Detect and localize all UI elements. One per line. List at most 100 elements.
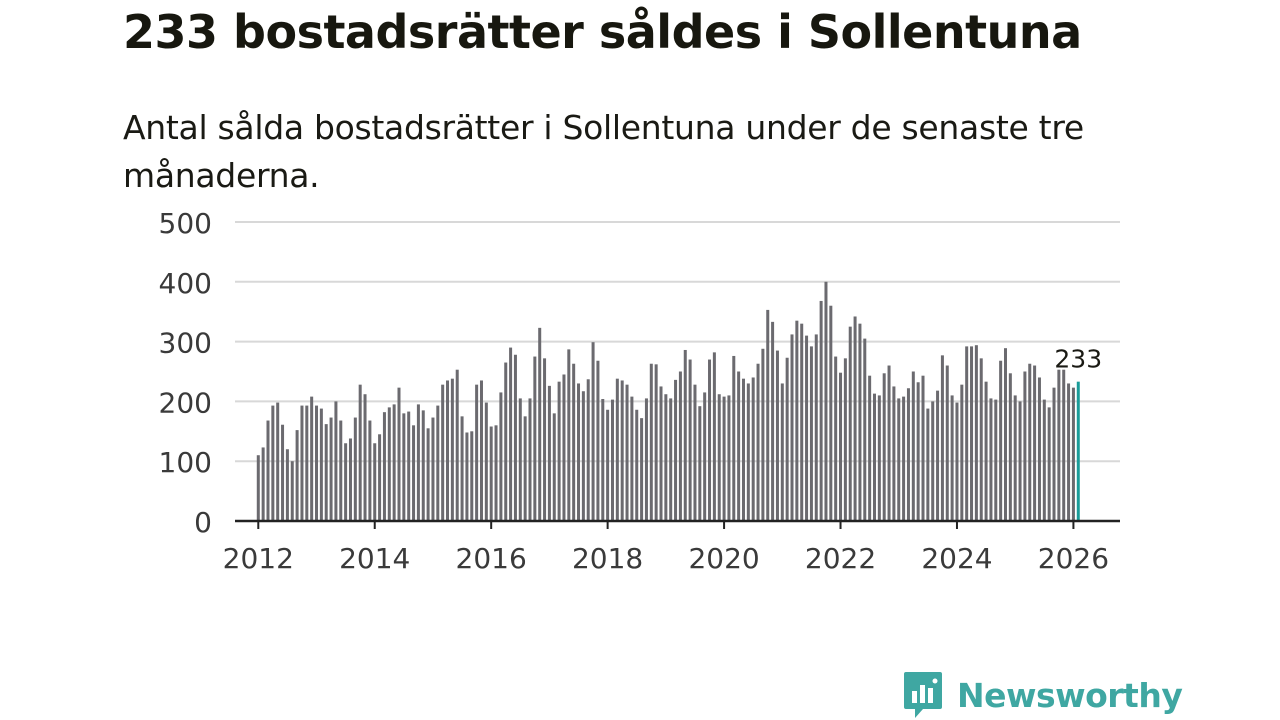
y-tick-label: 100 <box>159 446 212 479</box>
bar-series <box>256 281 1080 521</box>
bar <box>814 334 818 521</box>
bar <box>848 326 852 521</box>
bar <box>805 335 809 521</box>
x-tick-label: 2026 <box>1038 542 1109 575</box>
bar <box>397 387 401 521</box>
bar <box>829 305 833 521</box>
bar <box>300 405 304 521</box>
bar <box>800 323 804 521</box>
bar <box>824 281 828 521</box>
bar <box>654 364 658 521</box>
bar <box>378 434 382 521</box>
axes <box>235 519 1120 529</box>
bar <box>737 371 741 521</box>
bar <box>926 408 930 521</box>
bar <box>368 420 372 521</box>
bar <box>339 420 343 521</box>
bar <box>649 363 653 521</box>
y-tick-label: 0 <box>194 506 212 539</box>
bar <box>460 416 464 521</box>
bar <box>950 395 954 521</box>
bar <box>921 375 925 521</box>
bar <box>446 380 450 521</box>
bar <box>960 384 964 521</box>
bar <box>717 394 721 521</box>
newsworthy-logo: Newsworthy <box>903 671 1183 719</box>
bar <box>373 443 377 521</box>
bar <box>1067 383 1071 521</box>
bar <box>305 405 309 521</box>
bar <box>329 417 333 521</box>
bar <box>266 420 270 521</box>
bar <box>509 347 513 521</box>
bar <box>285 449 289 521</box>
tick-labels: 0 100 200 300 400 500 233 2012 2014 2016 2018 2020 2… <box>159 207 1110 575</box>
bar <box>834 356 838 521</box>
bar <box>577 383 581 521</box>
bar <box>620 380 624 521</box>
bar <box>974 345 978 521</box>
x-tick-label: 2024 <box>921 542 992 575</box>
bar <box>1028 363 1032 521</box>
bar <box>513 354 517 521</box>
bar <box>601 399 605 521</box>
bar <box>538 327 542 521</box>
bar <box>630 396 634 521</box>
bar <box>955 402 959 521</box>
bar <box>615 378 619 521</box>
bar <box>276 402 280 521</box>
bar <box>945 365 949 521</box>
bar <box>281 424 285 521</box>
bar <box>562 374 566 521</box>
bar <box>1008 373 1012 521</box>
bar <box>450 378 454 521</box>
bar <box>586 379 590 521</box>
bar <box>596 360 600 521</box>
bar <box>557 381 561 521</box>
bar <box>334 401 338 521</box>
bar <box>999 360 1003 521</box>
bar <box>528 398 532 521</box>
bar <box>290 461 294 521</box>
bar <box>795 320 799 521</box>
bar <box>766 309 770 521</box>
y-tick-label: 400 <box>159 267 212 300</box>
bar <box>703 392 707 521</box>
bar <box>552 413 556 521</box>
bar <box>994 399 998 521</box>
bar <box>489 426 493 521</box>
bar <box>504 362 508 521</box>
bar <box>1052 387 1056 521</box>
bar <box>319 408 323 521</box>
bar <box>683 349 687 521</box>
bar <box>470 431 474 521</box>
chart-title: 233 bostadsrätter såldes i Sollentuna <box>123 5 1082 59</box>
bar <box>635 409 639 521</box>
bar <box>863 338 867 521</box>
x-tick-label: 2014 <box>339 542 410 575</box>
bar <box>261 447 265 521</box>
bar <box>455 369 459 521</box>
bar <box>989 398 993 521</box>
y-tick-label: 300 <box>159 327 212 360</box>
bar <box>625 384 629 521</box>
bar <box>484 402 488 521</box>
bar <box>746 383 750 521</box>
bar <box>581 391 585 521</box>
y-tick-label: 500 <box>159 207 212 240</box>
bar <box>315 405 319 521</box>
bar <box>547 385 551 521</box>
bar <box>877 395 881 521</box>
last-value-annotation: 233 <box>1054 345 1102 374</box>
bar <box>431 417 435 521</box>
bar <box>698 406 702 521</box>
bar <box>984 381 988 521</box>
bar <box>1047 407 1051 521</box>
bar <box>382 412 386 521</box>
x-tick-label: 2012 <box>223 542 294 575</box>
bar <box>644 398 648 521</box>
bar <box>1071 387 1075 521</box>
x-tick-label: 2022 <box>805 542 876 575</box>
brand-name: Newsworthy <box>957 675 1183 715</box>
bar <box>358 384 362 521</box>
